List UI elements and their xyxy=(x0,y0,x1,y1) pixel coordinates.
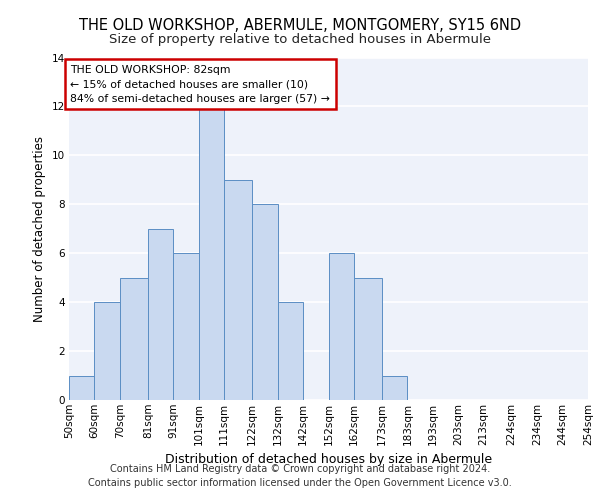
Bar xyxy=(69,376,94,400)
Bar xyxy=(224,180,252,400)
Bar xyxy=(173,253,199,400)
Bar xyxy=(94,302,120,400)
Text: Size of property relative to detached houses in Abermule: Size of property relative to detached ho… xyxy=(109,32,491,46)
Bar xyxy=(199,106,224,400)
Bar xyxy=(148,229,173,400)
Bar xyxy=(278,302,303,400)
Y-axis label: Number of detached properties: Number of detached properties xyxy=(33,136,46,322)
Bar xyxy=(329,253,354,400)
Bar xyxy=(382,376,407,400)
Bar xyxy=(120,278,148,400)
Text: Contains HM Land Registry data © Crown copyright and database right 2024.
Contai: Contains HM Land Registry data © Crown c… xyxy=(88,464,512,487)
Bar xyxy=(252,204,278,400)
X-axis label: Distribution of detached houses by size in Abermule: Distribution of detached houses by size … xyxy=(165,453,492,466)
Text: THE OLD WORKSHOP: 82sqm
← 15% of detached houses are smaller (10)
84% of semi-de: THE OLD WORKSHOP: 82sqm ← 15% of detache… xyxy=(70,65,330,104)
Text: THE OLD WORKSHOP, ABERMULE, MONTGOMERY, SY15 6ND: THE OLD WORKSHOP, ABERMULE, MONTGOMERY, … xyxy=(79,18,521,32)
Bar xyxy=(354,278,382,400)
